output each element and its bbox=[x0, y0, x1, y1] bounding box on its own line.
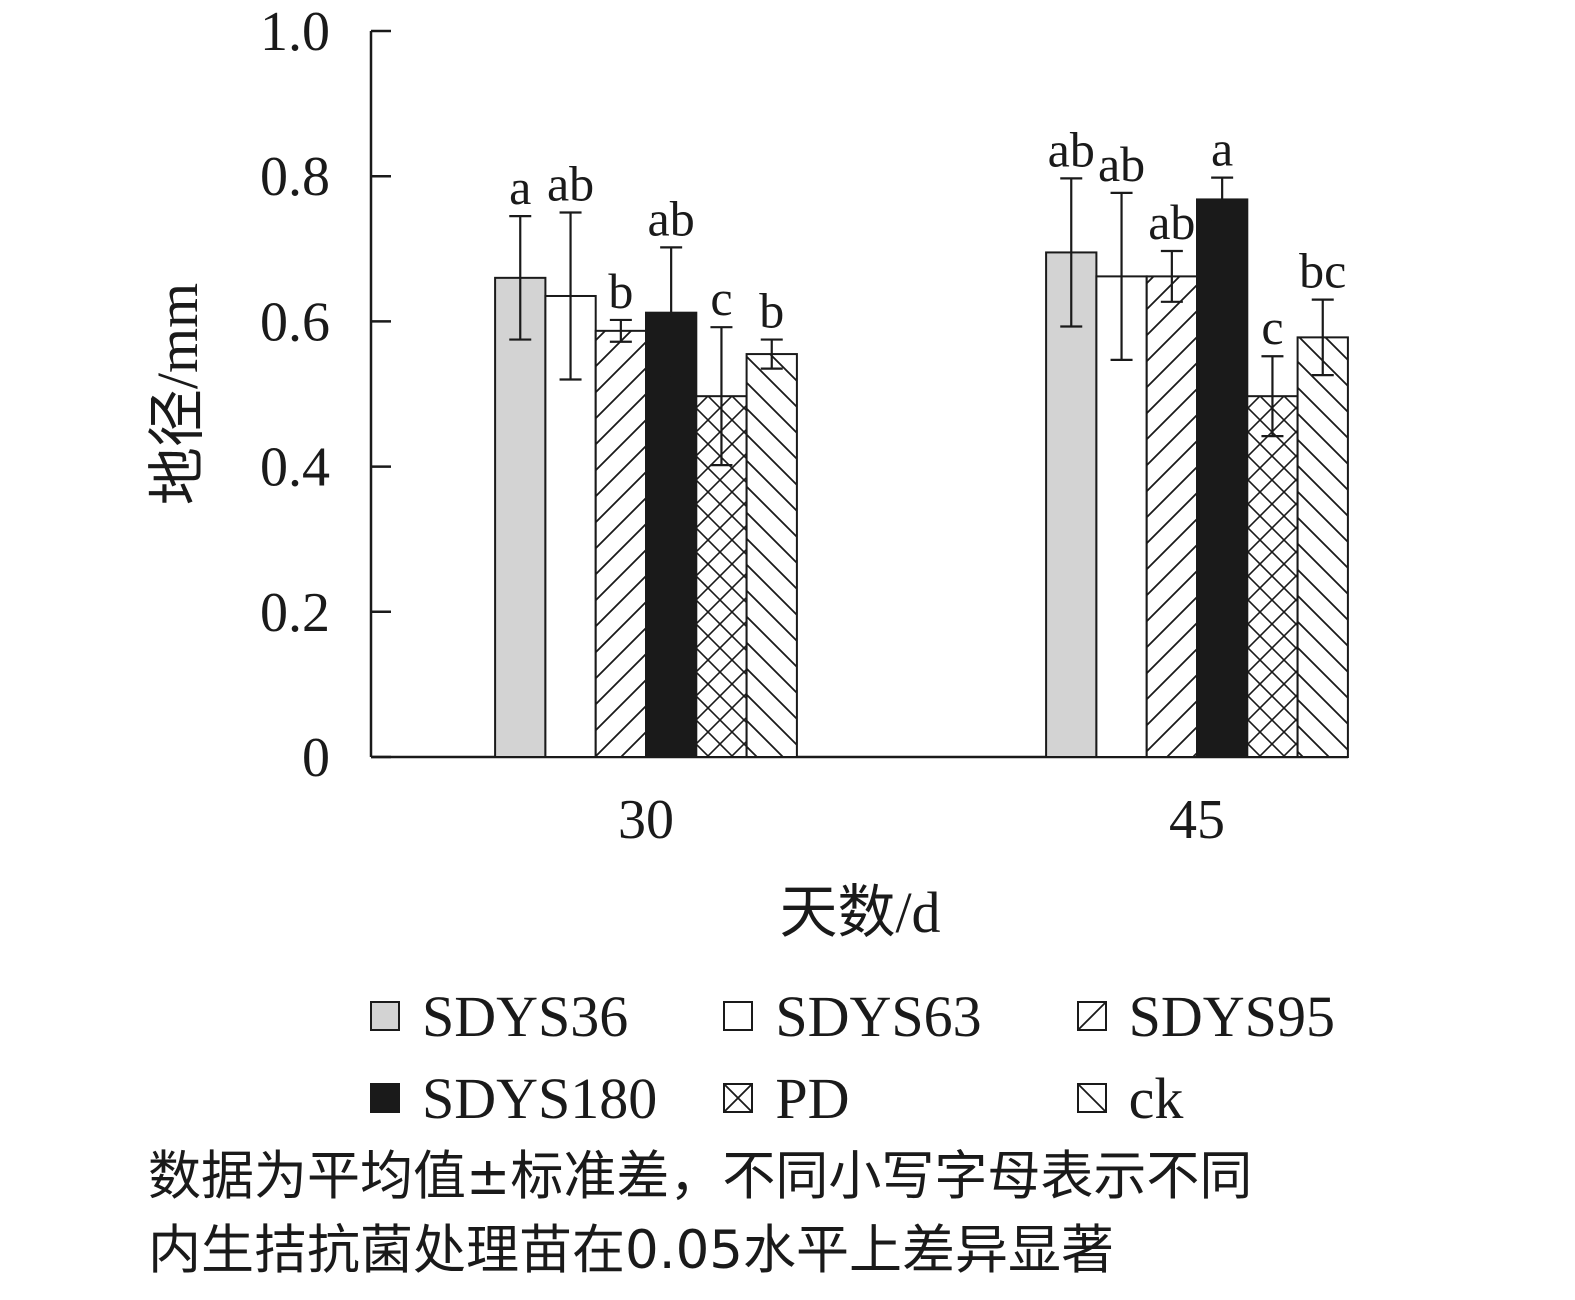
legend-swatch-pd bbox=[723, 1083, 754, 1113]
bar bbox=[1196, 198, 1249, 758]
legend-item-pd: PD bbox=[723, 1065, 1076, 1132]
y-axis-title: 地径/mm bbox=[145, 283, 210, 505]
x-axis-tick-labels: 30 45 bbox=[618, 789, 1225, 851]
bar bbox=[1045, 251, 1098, 758]
legend-item-sdys63: SDYS63 bbox=[723, 983, 1076, 1050]
y-tick-label: 0 bbox=[302, 727, 330, 789]
significance-label: ab bbox=[547, 156, 594, 212]
figure-note: 数据为平均值±标准差，不同小写字母表示不同 内生拮抗菌处理苗在0.05水平上差异… bbox=[148, 1140, 1448, 1288]
significance-label: a bbox=[509, 159, 531, 215]
legend-row: SDYS180 PD ck bbox=[370, 1057, 1430, 1139]
significance-label: bc bbox=[1299, 243, 1346, 299]
legend-label-sdys63: SDYS63 bbox=[775, 983, 982, 1049]
significance-label: b bbox=[608, 263, 633, 319]
significance-label: ab bbox=[1148, 194, 1195, 250]
legend-swatch-sdys36 bbox=[370, 1001, 400, 1031]
significance-label: ab bbox=[1098, 136, 1145, 192]
bar bbox=[1145, 275, 1198, 758]
bar bbox=[745, 353, 798, 758]
significance-label: ab bbox=[1048, 121, 1095, 177]
legend-swatch-ck bbox=[1076, 1083, 1107, 1113]
legend-label-pd: PD bbox=[775, 1065, 850, 1131]
y-tick-label: 0.8 bbox=[260, 146, 330, 208]
significance-label: ab bbox=[648, 190, 695, 246]
legend-label-ck: ck bbox=[1128, 1065, 1184, 1131]
x-tick-label: 30 bbox=[618, 789, 674, 851]
bar bbox=[494, 276, 547, 758]
chart-legend: SDYS36 SDYS63 SDYS95 SDYS180 PD ck bbox=[370, 975, 1430, 1139]
y-tick-label: 0.4 bbox=[260, 437, 330, 499]
y-tick-label: 0.6 bbox=[260, 291, 330, 353]
bar bbox=[645, 311, 698, 758]
legend-item-sdys95: SDYS95 bbox=[1076, 983, 1430, 1050]
figure-note-line: 内生拮抗菌处理苗在0.05水平上差异显著 bbox=[148, 1220, 1115, 1281]
x-axis-title: 天数/d bbox=[779, 880, 940, 945]
bar bbox=[1296, 336, 1349, 758]
bar bbox=[594, 329, 648, 758]
legend-item-ck: ck bbox=[1076, 1065, 1430, 1132]
legend-label-sdys180: SDYS180 bbox=[422, 1065, 658, 1131]
legend-item-sdys36: SDYS36 bbox=[370, 983, 723, 1050]
significance-label: a bbox=[1211, 121, 1233, 177]
bar bbox=[1246, 395, 1299, 758]
figure-note-line: 数据为平均值±标准差，不同小写字母表示不同 bbox=[148, 1146, 1253, 1207]
legend-row: SDYS36 SDYS63 SDYS95 bbox=[370, 975, 1430, 1057]
significance-label: c bbox=[1261, 299, 1283, 355]
y-tick-label: 0.2 bbox=[260, 582, 330, 644]
legend-swatch-sdys63 bbox=[723, 1001, 754, 1031]
legend-swatch-sdys180 bbox=[370, 1083, 400, 1113]
significance-label: b bbox=[759, 283, 784, 339]
y-tick-label: 1.0 bbox=[260, 1, 330, 63]
legend-swatch-sdys95 bbox=[1076, 1001, 1107, 1031]
y-axis-ticks: 0 0.2 0.4 0.6 0.8 1.0 bbox=[260, 1, 391, 789]
x-tick-label: 45 bbox=[1169, 789, 1225, 851]
legend-item-sdys180: SDYS180 bbox=[370, 1065, 723, 1132]
legend-label-sdys36: SDYS36 bbox=[422, 983, 629, 1049]
significance-label: c bbox=[710, 270, 732, 326]
legend-label-sdys95: SDYS95 bbox=[1128, 983, 1335, 1049]
